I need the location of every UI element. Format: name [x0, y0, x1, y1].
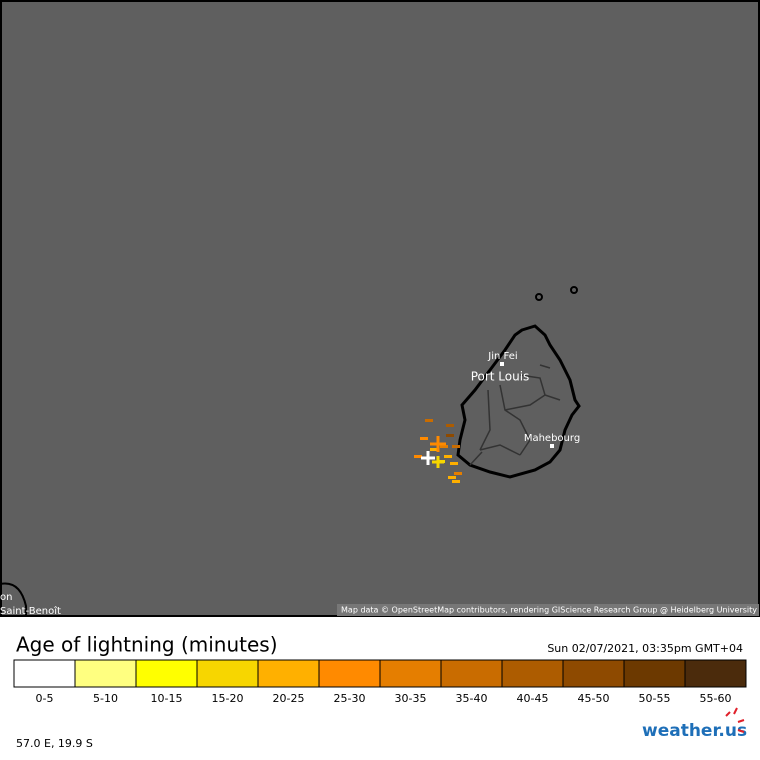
legend-swatch: [13, 659, 76, 688]
legend-label: 40-45: [517, 692, 549, 705]
legend-swatch: [623, 659, 686, 688]
legend-swatch: [440, 659, 503, 688]
legend-label: 55-60: [700, 692, 732, 705]
legend-label: 0-5: [36, 692, 54, 705]
legend-label: 30-35: [395, 692, 427, 705]
place-marker: [500, 362, 504, 366]
legend-swatch: [74, 659, 137, 688]
legend-label: 25-30: [334, 692, 366, 705]
place-label: Port Louis: [471, 370, 530, 384]
logo-rays: [725, 707, 745, 733]
legend-swatch: [135, 659, 198, 688]
place-label: Mahebourg: [524, 433, 580, 444]
place-label: Saint-Benoît: [0, 605, 61, 617]
place-label: Jin Fei: [487, 351, 517, 362]
map-background: [0, 0, 760, 617]
legend-label: 15-20: [212, 692, 244, 705]
legend-label: 10-15: [151, 692, 183, 705]
district-borders: [469, 364, 561, 466]
legend-swatch: [562, 659, 625, 688]
legend-label: 20-25: [273, 692, 305, 705]
logo[interactable]: weather.us: [642, 721, 747, 741]
attribution-background: [337, 604, 759, 616]
attribution: Map data © OpenStreetMap contributors, r…: [341, 606, 757, 615]
legend-swatch: [196, 659, 259, 688]
timestamp: Sun 02/07/2021, 03:35pm GMT+04: [547, 642, 743, 655]
island-outline: [456, 324, 581, 479]
islet: [535, 293, 543, 301]
legend-swatch: [379, 659, 442, 688]
islet: [570, 286, 578, 294]
legend-swatch: [318, 659, 381, 688]
legend-swatch: [501, 659, 564, 688]
legend-label: 5-10: [93, 692, 118, 705]
legend-swatch: [257, 659, 320, 688]
legend-label: 45-50: [578, 692, 610, 705]
legend-title: Age of lightning (minutes): [16, 633, 278, 657]
legend-label: 35-40: [456, 692, 488, 705]
legend-swatch: [684, 659, 747, 688]
legend-label: 50-55: [639, 692, 671, 705]
reunion-outline: [0, 582, 27, 616]
lightning-strikes: [414, 419, 462, 483]
place-label: on: [0, 592, 12, 603]
coordinates: 57.0 E, 19.9 S: [16, 737, 93, 750]
place-marker: [550, 444, 554, 448]
